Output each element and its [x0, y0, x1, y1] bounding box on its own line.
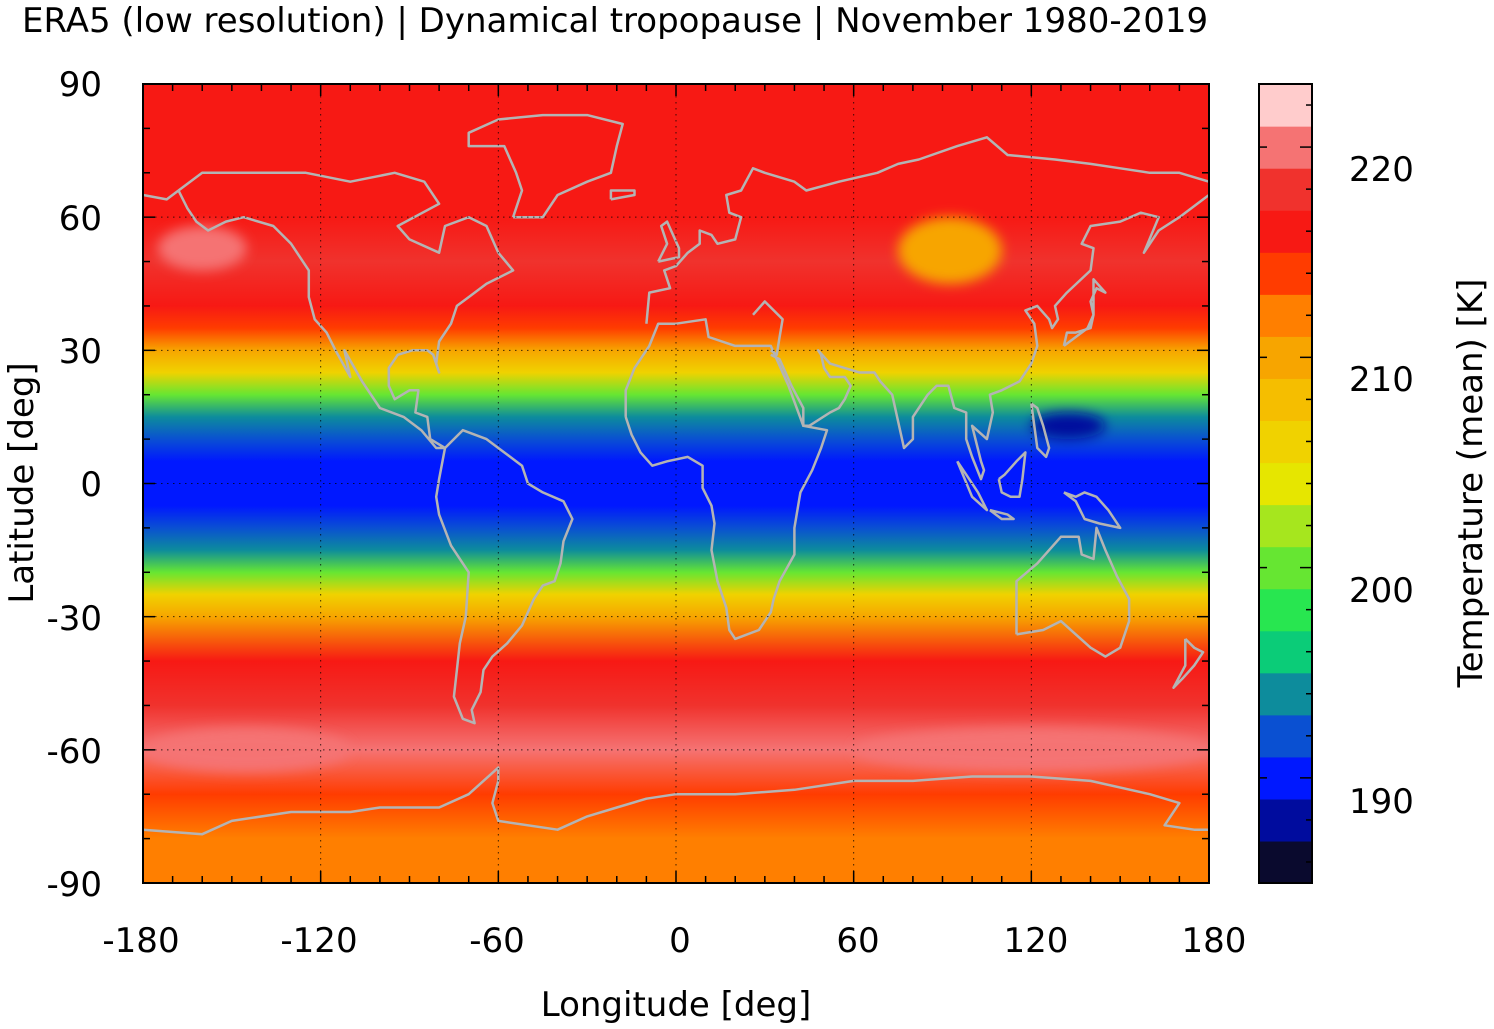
x-tick-label: 120	[1004, 921, 1069, 961]
coastline-segment	[177, 171, 515, 450]
coastline-segment	[752, 300, 784, 357]
x-tick-label: -120	[280, 921, 357, 961]
colorbar-band	[1259, 504, 1312, 548]
colorbar-band	[1259, 840, 1312, 884]
y-tick-label: 30	[59, 332, 102, 372]
colorbar-tick-label: 190	[1349, 782, 1414, 822]
feature-region	[898, 217, 1002, 284]
feature-region	[1031, 412, 1106, 440]
colorbar-band	[1259, 588, 1312, 632]
chart-title: ERA5 (low resolution) | Dynamical tropop…	[22, 1, 1208, 41]
colorbar-band	[1259, 378, 1312, 422]
colorbar-band	[1259, 420, 1312, 464]
coastline-segment	[624, 318, 829, 641]
colorbar-tick-label: 210	[1349, 360, 1414, 400]
coastline-segment	[657, 220, 681, 263]
x-tick-label: 180	[1182, 921, 1247, 961]
colorbar-band	[1259, 210, 1312, 253]
x-tick-label: -60	[469, 921, 525, 961]
coastline-segment	[467, 113, 624, 219]
gridlines	[143, 84, 1209, 883]
coastline-segment	[609, 189, 636, 201]
tick-marks	[142, 83, 1210, 884]
colorbar-band	[1259, 714, 1312, 758]
coastline-segment	[989, 508, 1015, 521]
colorbar: 220 210 200 190 Temperature (mean) [K]	[1258, 83, 1491, 884]
regional-features	[143, 217, 1209, 773]
coastline-segment	[1172, 638, 1205, 689]
y-tick-label: 0	[80, 465, 102, 505]
x-tick-labels: -180 -120 -60 0 60 120 180	[102, 921, 1246, 961]
coastline-segment	[770, 193, 1209, 481]
coastline-segment	[956, 460, 989, 512]
coastline-segment	[143, 766, 1209, 836]
feature-region	[143, 727, 351, 773]
coastline-segment	[1015, 526, 1131, 658]
x-axis-label: Longitude [deg]	[541, 985, 812, 1025]
coastline-segment	[434, 428, 574, 725]
y-tick-label: -60	[46, 732, 102, 772]
colorbar-band	[1259, 294, 1312, 337]
y-tick-labels: 90 60 30 0 -30 -60 -90	[46, 65, 102, 905]
colorbar-tick-label: 220	[1349, 150, 1414, 190]
coastline-segment	[645, 136, 1209, 324]
colorbar-band	[1259, 672, 1312, 716]
y-tick-label: -30	[46, 599, 102, 639]
coastline-segment	[997, 451, 1027, 499]
colorbar-band	[1259, 462, 1312, 506]
y-tick-label: 90	[59, 65, 102, 105]
coastline-segment	[1063, 491, 1122, 530]
coastline-segment	[1062, 278, 1107, 347]
y-axis-label: Latitude [deg]	[2, 362, 42, 603]
coastline-segment	[1030, 402, 1051, 459]
colorbar-band	[1259, 252, 1312, 295]
colorbar-band	[1259, 168, 1312, 211]
colorbar-band	[1259, 798, 1312, 842]
x-tick-label: 60	[836, 921, 879, 961]
coastlines	[143, 113, 1209, 836]
colorbar-band	[1259, 630, 1312, 674]
y-tick-label: 60	[59, 199, 102, 239]
feature-region	[157, 226, 247, 271]
colorbar-label: Temperature (mean) [K]	[1451, 279, 1491, 689]
colorbar-tick-label: 200	[1349, 571, 1414, 611]
y-tick-label: -90	[46, 865, 102, 905]
x-tick-label: 0	[669, 921, 691, 961]
colorbar-band	[1259, 84, 1312, 127]
x-tick-label: -180	[102, 921, 179, 961]
coastline-segment	[143, 189, 180, 201]
